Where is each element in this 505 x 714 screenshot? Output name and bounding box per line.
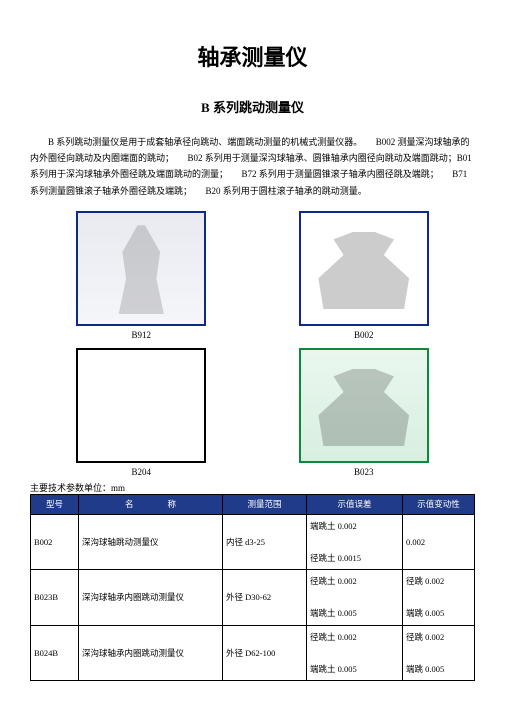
cell-range: 外径 D62-100 (223, 625, 307, 680)
table-row: B023B深沟球轴承内圈跳动测量仪外径 D30-62径跳土 0.002 端跳土 … (31, 570, 475, 625)
image-row-1 (30, 211, 475, 326)
caption-row-2: B204 B023 (30, 467, 475, 477)
th-name: 名 称 (79, 494, 223, 514)
cell-name: 深沟球轴跳动测量仪 (79, 514, 223, 569)
cell-model: B002 (31, 514, 79, 569)
cell-var: 0.002 (403, 514, 475, 569)
table-row: B024B深沟球轴承内圈跳动测量仪外径 D62-100径跳土 0.002 端跳土… (31, 625, 475, 680)
image-b912 (76, 211, 206, 326)
cell-model: B023B (31, 570, 79, 625)
cell-name: 深沟球轴承内圈跳动测量仪 (79, 570, 223, 625)
cell-range: 外径 D30-62 (223, 570, 307, 625)
caption-b912: B912 (76, 330, 206, 340)
page-subtitle: B 系列跳动测量仪 (30, 97, 475, 116)
cell-err: 端跳土 0.002 径跳土 0.0015 (307, 514, 403, 569)
caption-b002: B002 (299, 330, 429, 340)
cell-var: 径跳 0.002 端跳 0.005 (403, 625, 475, 680)
instrument-icon (313, 369, 414, 447)
caption-b204: B204 (76, 467, 206, 477)
cell-var: 径跳 0.002 端跳 0.005 (403, 570, 475, 625)
cell-model: B024B (31, 625, 79, 680)
caption-row-1: B912 B002 (30, 330, 475, 340)
image-row-2 (30, 348, 475, 463)
caption-b023: B023 (299, 467, 429, 477)
th-range: 测量范围 (223, 494, 307, 514)
cell-err: 径跳土 0.002 端跳土 0.005 (307, 625, 403, 680)
instrument-icon (313, 232, 414, 310)
th-model: 型号 (31, 494, 79, 514)
instrument-icon (103, 225, 179, 314)
table-caption: 主要技术参数单位：mm (30, 481, 475, 494)
intro-paragraph: B 系列跳动测量仪是用于成套轴承径向跳动、端面跳动测量的机械式测量仪器。 B00… (30, 134, 475, 199)
table-row: B002深沟球轴跳动测量仪内径 d3-25端跳土 0.002 径跳土 0.001… (31, 514, 475, 569)
spec-table: 型号 名 称 测量范围 示值误差 示值变动性 B002深沟球轴跳动测量仪内径 d… (30, 494, 475, 681)
page-title: 轴承测量仪 (30, 40, 475, 72)
th-err: 示值误差 (307, 494, 403, 514)
image-b002 (299, 211, 429, 326)
image-b023 (299, 348, 429, 463)
table-header-row: 型号 名 称 测量范围 示值误差 示值变动性 (31, 494, 475, 514)
image-b204 (76, 348, 206, 463)
cell-name: 深沟球轴承内圈跳动测量仪 (79, 625, 223, 680)
cell-range: 内径 d3-25 (223, 514, 307, 569)
th-var: 示值变动性 (403, 494, 475, 514)
cell-err: 径跳土 0.002 端跳土 0.005 (307, 570, 403, 625)
